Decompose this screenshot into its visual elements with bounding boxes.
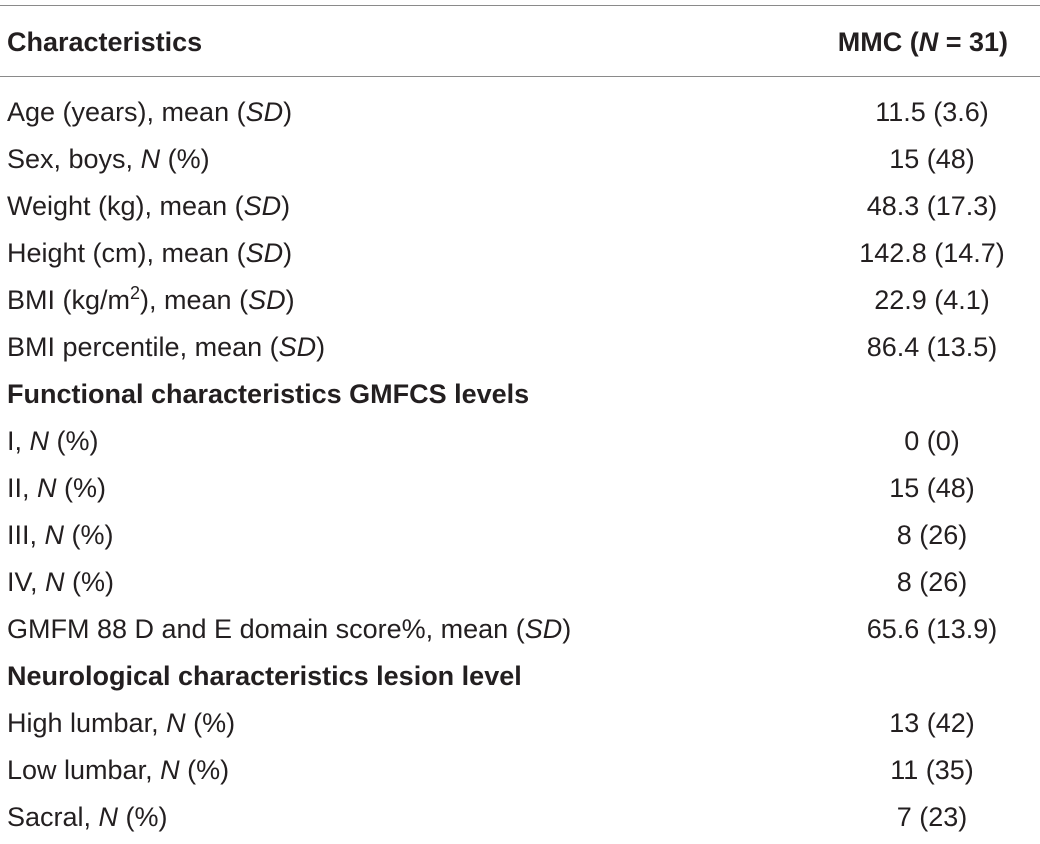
label-text: I, <box>7 426 30 456</box>
row-value: 15 (48) <box>889 473 975 503</box>
table-row: Age (years), mean (SD) 11.5 (3.6) <box>0 89 1040 136</box>
row-value: 8 (26) <box>896 567 968 597</box>
label-text: BMI (kg/m <box>7 285 131 315</box>
table-row: II, N (%) 15 (48) <box>0 465 1040 512</box>
row-value: 48.3 (17.3) <box>866 191 998 221</box>
header-mmc-suffix: = 31) <box>938 27 1008 57</box>
label-italic: SD <box>243 191 282 221</box>
row-label: GMFM 88 D and E domain score%, mean (SD) <box>7 606 571 653</box>
table-row: GMFM 88 D and E domain score%, mean (SD)… <box>0 606 1040 653</box>
row-value: 65.6 (13.9) <box>866 614 998 644</box>
label-text: BMI percentile, mean ( <box>7 332 279 362</box>
row-value: 11.5 (3.6) <box>875 97 989 127</box>
row-label: Age (years), mean (SD) <box>7 89 292 136</box>
label-text: (%) <box>179 755 230 785</box>
row-label: BMI percentile, mean (SD) <box>7 324 325 371</box>
row-label: Height (cm), mean (SD) <box>7 230 292 277</box>
row-label: II, N (%) <box>7 465 106 512</box>
label-text: (%) <box>56 473 107 503</box>
row-label: Low lumbar, N (%) <box>7 747 229 794</box>
label-text: Weight (kg), mean ( <box>7 191 244 221</box>
label-text: III, <box>7 520 45 550</box>
label-text: Sex, boys, <box>7 144 141 174</box>
row-value: 142.8 (14.7) <box>859 238 1005 268</box>
row-label: Sex, boys, N (%) <box>7 136 210 183</box>
row-value: 22.9 (4.1) <box>874 285 990 315</box>
label-text: ), mean ( <box>140 285 249 315</box>
label-text: ) <box>316 332 326 362</box>
table-header-row: Characteristics MMC (N = 31) <box>0 18 1040 66</box>
table-row: BMI percentile, mean (SD) 86.4 (13.5) <box>0 324 1040 371</box>
header-mmc-n: N <box>918 27 939 57</box>
label-text: ) <box>562 614 572 644</box>
label-text: IV, <box>7 567 46 597</box>
label-italic: SD <box>245 97 284 127</box>
label-italic: N <box>98 802 119 832</box>
label-text: ) <box>281 191 291 221</box>
section-row: Functional characteristics GMFCS levels <box>0 371 1040 418</box>
table-row: BMI (kg/m2), mean (SD) 22.9 (4.1) <box>0 277 1040 324</box>
row-value: 86.4 (13.5) <box>866 332 998 362</box>
section-row: Neurological characteristics lesion leve… <box>0 653 1040 700</box>
label-text: Height (cm), mean ( <box>7 238 246 268</box>
table-top-rule <box>0 5 1040 6</box>
label-text: (%) <box>64 520 114 550</box>
row-value: 8 (26) <box>896 520 968 550</box>
table-row: IV, N (%) 8 (26) <box>0 559 1040 606</box>
label-superscript: 2 <box>130 283 141 303</box>
label-italic: N <box>140 144 161 174</box>
header-mmc: MMC (N = 31) <box>838 18 1008 66</box>
label-italic: N <box>45 567 65 597</box>
label-text: II, <box>7 473 38 503</box>
header-mmc-prefix: MMC ( <box>837 27 919 57</box>
label-text: High lumbar, <box>7 708 167 738</box>
label-italic: N <box>44 520 65 550</box>
label-italic: SD <box>278 332 317 362</box>
header-characteristics: Characteristics <box>7 27 203 57</box>
label-text: (%) <box>64 567 115 597</box>
section-heading: Functional characteristics GMFCS levels <box>7 379 530 409</box>
section-heading: Neurological characteristics lesion leve… <box>7 661 522 691</box>
table-header-rule <box>0 76 1040 77</box>
label-text: ) <box>285 285 295 315</box>
label-italic: N <box>37 473 57 503</box>
label-italic: N <box>29 426 50 456</box>
label-text: (%) <box>185 708 236 738</box>
label-italic: SD <box>248 285 286 315</box>
label-text: Sacral, <box>7 802 99 832</box>
label-italic: N <box>160 755 180 785</box>
label-text: GMFM 88 D and E domain score%, mean ( <box>7 614 525 644</box>
row-value: 7 (23) <box>896 802 968 832</box>
table-row: Sacral, N (%) 7 (23) <box>0 794 1040 841</box>
label-italic: N <box>166 708 186 738</box>
table-row: I, N (%) 0 (0) <box>0 418 1040 465</box>
label-text: ) <box>283 238 293 268</box>
label-text: Low lumbar, <box>7 755 161 785</box>
table-row: Height (cm), mean (SD) 142.8 (14.7) <box>0 230 1040 277</box>
label-text: (%) <box>118 802 168 832</box>
table-row: Sex, boys, N (%) 15 (48) <box>0 136 1040 183</box>
label-italic: SD <box>245 238 284 268</box>
label-italic: SD <box>524 614 563 644</box>
row-label: I, N (%) <box>7 418 99 465</box>
label-text: ) <box>283 97 293 127</box>
row-value: 13 (42) <box>889 708 975 738</box>
row-label: III, N (%) <box>7 512 114 559</box>
table-row: High lumbar, N (%) 13 (42) <box>0 700 1040 747</box>
label-text: (%) <box>49 426 99 456</box>
row-label: Weight (kg), mean (SD) <box>7 183 290 230</box>
row-label: BMI (kg/m2), mean (SD) <box>7 277 295 324</box>
row-value: 15 (48) <box>889 144 975 174</box>
label-text: (%) <box>160 144 210 174</box>
table-row: Weight (kg), mean (SD) 48.3 (17.3) <box>0 183 1040 230</box>
row-label: IV, N (%) <box>7 559 114 606</box>
row-label: High lumbar, N (%) <box>7 700 235 747</box>
label-text: Age (years), mean ( <box>7 97 246 127</box>
table-row: III, N (%) 8 (26) <box>0 512 1040 559</box>
table-row: Low lumbar, N (%) 11 (35) <box>0 747 1040 794</box>
row-value: 0 (0) <box>904 426 960 456</box>
row-value: 11 (35) <box>890 755 974 785</box>
row-label: Sacral, N (%) <box>7 794 168 841</box>
